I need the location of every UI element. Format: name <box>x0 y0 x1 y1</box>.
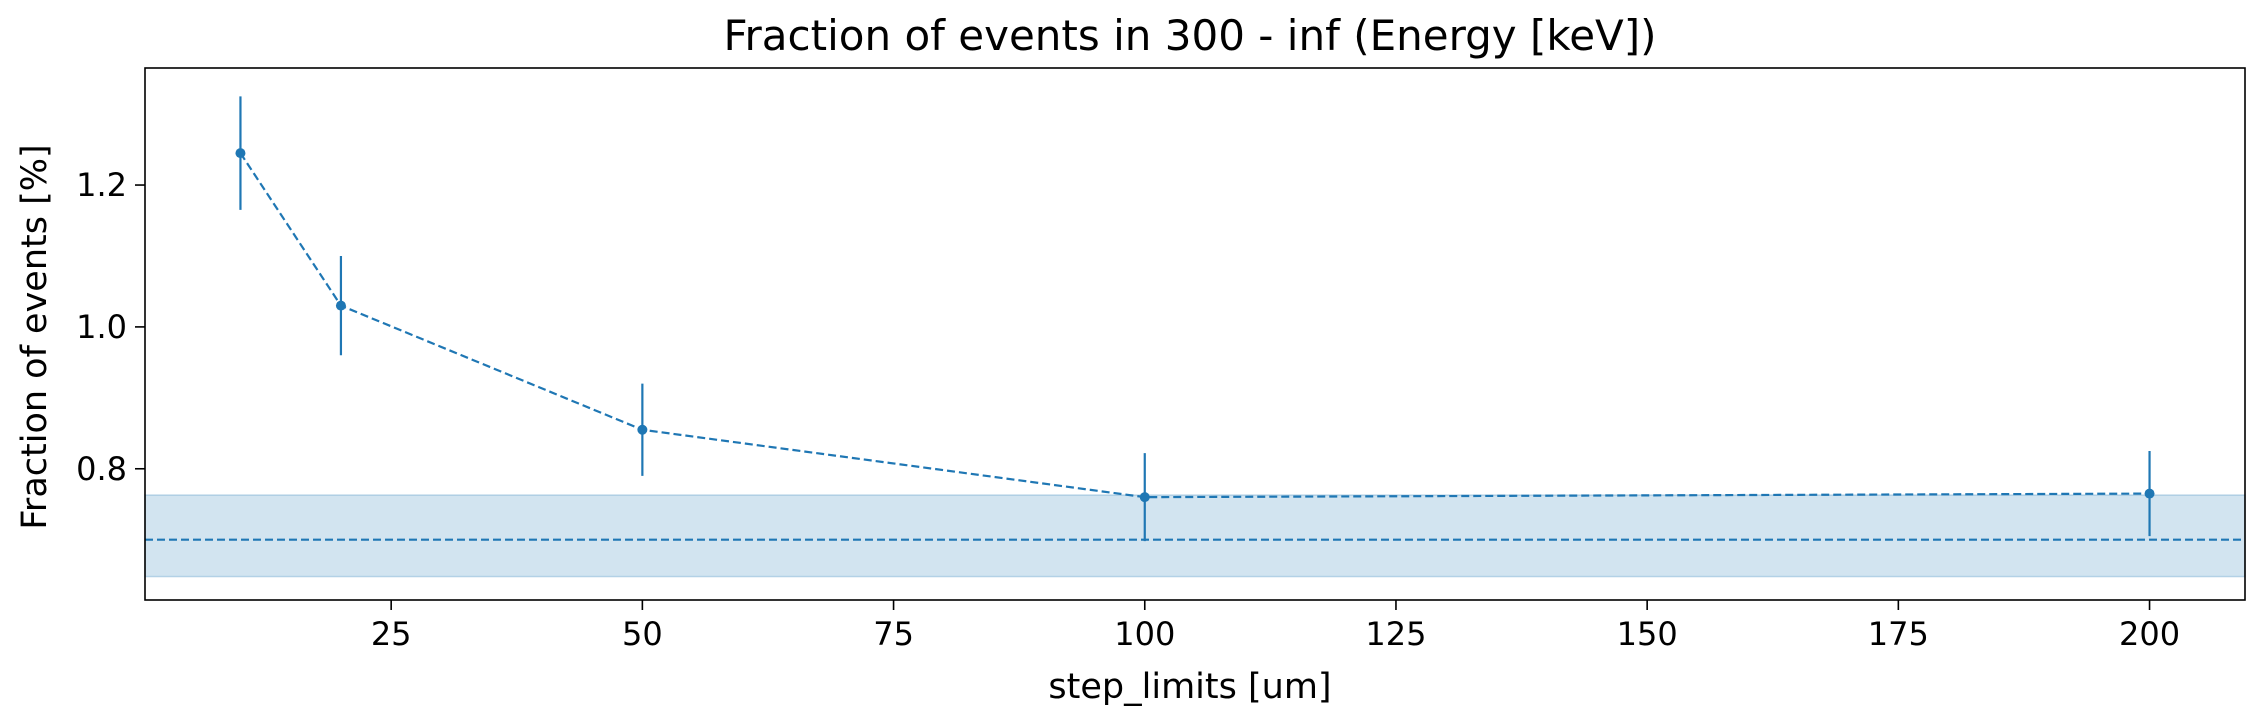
x-tick-label: 200 <box>2119 615 2180 653</box>
y-tick-label: 1.0 <box>76 308 127 346</box>
x-tick-label: 75 <box>873 615 914 653</box>
reference-band-layer <box>144 494 2246 578</box>
x-tick-label: 50 <box>622 615 663 653</box>
series-layer <box>235 96 2155 542</box>
data-point <box>1139 492 1150 503</box>
data-point <box>335 300 346 311</box>
x-axis-label: step_limits [um] <box>1048 667 1331 707</box>
chart-title: Fraction of events in 300 - inf (Energy … <box>723 11 1656 60</box>
x-tick-label: 25 <box>371 615 412 653</box>
data-point <box>637 424 648 435</box>
axes-frame <box>144 67 2246 601</box>
data-point <box>235 148 246 159</box>
x-tick-label: 100 <box>1114 615 1175 653</box>
series-line <box>239 152 2150 499</box>
plot-area <box>144 96 2246 578</box>
y-axis-label: Fraction of events [%] <box>15 144 55 529</box>
x-tick-label: 175 <box>1868 615 1929 653</box>
x-axis: 25 50 75 100 125 150 175 200 <box>371 600 2180 653</box>
y-tick-label: 0.8 <box>76 450 127 488</box>
y-axis: 0.8 1.0 1.2 <box>76 166 145 488</box>
x-tick-label: 125 <box>1365 615 1426 653</box>
y-tick-label: 1.2 <box>76 166 127 204</box>
x-tick-label: 150 <box>1617 615 1678 653</box>
reference-band <box>144 494 2246 578</box>
data-point <box>2144 488 2155 499</box>
